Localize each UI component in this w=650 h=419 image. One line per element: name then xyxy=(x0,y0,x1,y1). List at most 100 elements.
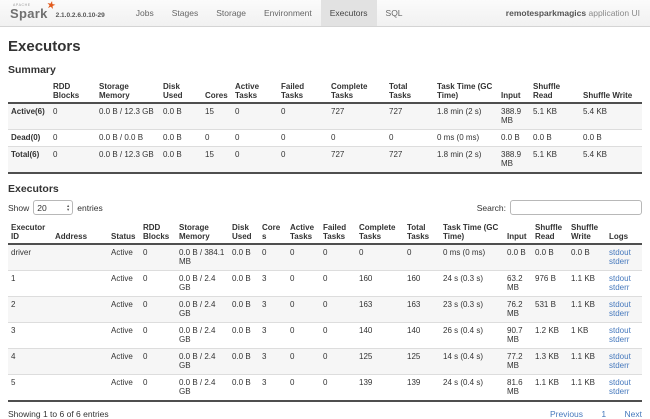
table-cell: 0 xyxy=(323,352,328,361)
apache-label: APACHE xyxy=(13,2,31,7)
stdout-link[interactable]: stdout xyxy=(609,352,631,361)
stderr-link[interactable]: stderr xyxy=(609,335,630,344)
table-cell: 388.9 MB xyxy=(501,107,522,125)
stdout-link[interactable]: stdout xyxy=(609,300,631,309)
stdout-link[interactable]: stdout xyxy=(609,248,631,257)
spark-brand[interactable]: APACHE Spark ★ 2.1.0.2.6.0.10-29 xyxy=(0,0,111,26)
stderr-link[interactable]: stderr xyxy=(609,361,630,370)
search-input[interactable] xyxy=(510,200,642,215)
table-cell: 2 xyxy=(11,300,16,309)
column-header: Task Time (GC Time) xyxy=(440,221,504,245)
table-cell: 0.0 B xyxy=(507,248,526,257)
stderr-link[interactable]: stderr xyxy=(609,257,630,266)
column-header: Shuffle Write xyxy=(580,80,642,104)
page-length-value: 20 xyxy=(37,202,47,213)
executors-heading: Executors xyxy=(8,183,59,195)
column-header: Disk Used xyxy=(229,221,259,245)
table-cell: 0.0 B xyxy=(232,274,251,283)
spark-star-icon: ★ xyxy=(46,0,57,11)
table-cell: 0 xyxy=(53,133,58,142)
table-cell: 0 xyxy=(281,133,286,142)
table-cell: Active xyxy=(111,378,133,387)
column-header: Active Tasks xyxy=(232,80,278,104)
tab-sql[interactable]: SQL xyxy=(385,8,403,18)
search-control: Search: xyxy=(477,200,642,215)
select-arrows-icon: ▴ ▾ xyxy=(67,203,69,212)
table-cell xyxy=(52,349,108,375)
stdout-link[interactable]: stdout xyxy=(609,378,631,387)
column-header: Task Time (GC Time) xyxy=(434,80,498,104)
column-header: Cores xyxy=(259,221,287,245)
show-label: Show xyxy=(8,202,30,213)
table-cell: 0.0 B xyxy=(535,248,554,257)
table-cell: 0.0 B / 2.4 GB xyxy=(179,300,216,318)
stdout-link[interactable]: stdout xyxy=(609,274,631,283)
table-cell: 1.1 KB xyxy=(571,274,596,283)
stderr-link[interactable]: stderr xyxy=(609,283,630,292)
page-length-select[interactable]: 20 ▴ ▾ xyxy=(33,200,74,215)
table-cell: 0 xyxy=(235,150,240,159)
tab-stages[interactable]: Stages xyxy=(171,8,199,18)
table-cell: driver xyxy=(11,248,32,257)
table-cell: 1.1 KB xyxy=(571,300,596,309)
table-cell: 1.3 KB xyxy=(535,352,560,361)
table-cell: 1 KB xyxy=(571,326,589,335)
table-cell: 0 xyxy=(323,248,328,257)
table-cell: 1.1 KB xyxy=(571,352,596,361)
tab-environment[interactable]: Environment xyxy=(264,8,312,18)
stderr-link[interactable]: stderr xyxy=(609,309,630,318)
table-cell: 3 xyxy=(262,300,267,309)
column-header: Shuffle Write xyxy=(568,221,606,245)
table-cell: 0 xyxy=(290,352,295,361)
spark-logo-text: Spark xyxy=(10,5,48,21)
table-cell: 163 xyxy=(359,300,373,309)
logs-cell: stdout stderr xyxy=(606,323,642,349)
table-cell: 0 xyxy=(281,107,286,116)
table-cell: 81.6 MB xyxy=(507,378,523,396)
table-cell: 0.0 B xyxy=(232,378,251,387)
table-cell: 5.1 KB xyxy=(533,107,558,116)
table-cell: 0 xyxy=(143,326,148,335)
column-header: Total Tasks xyxy=(404,221,440,245)
column-header: Failed Tasks xyxy=(278,80,328,104)
table-cell: 0.0 B xyxy=(163,150,182,159)
stderr-link[interactable]: stderr xyxy=(609,387,630,396)
tab-jobs[interactable]: Jobs xyxy=(135,8,154,18)
table-cell: 0 xyxy=(359,248,364,257)
page-number-button[interactable]: 1 xyxy=(601,409,607,419)
table-cell: 160 xyxy=(359,274,373,283)
column-header: Shuffle Read xyxy=(530,80,580,104)
logs-cell: stdout stderr xyxy=(606,271,642,297)
application-name: remotesparkmagics xyxy=(505,8,587,18)
next-page-button[interactable]: Next xyxy=(624,409,642,419)
entries-label: entries xyxy=(77,202,103,213)
column-header: Complete Tasks xyxy=(356,221,404,245)
table-cell: 0 xyxy=(323,300,328,309)
table-cell: 1.8 min (2 s) xyxy=(437,107,482,116)
table-cell: 0 xyxy=(143,248,148,257)
table-cell: 26 s (0.4 s) xyxy=(443,326,484,335)
tab-executors[interactable]: Executors xyxy=(320,0,377,26)
column-header: Input xyxy=(504,221,532,245)
column-header: Total Tasks xyxy=(386,80,434,104)
table-cell: 125 xyxy=(359,352,373,361)
table-cell: Total(6) xyxy=(11,150,40,159)
table-cell: 160 xyxy=(407,274,421,283)
table-footer: Showing 1 to 6 of 6 entries Previous 1 N… xyxy=(8,409,642,419)
table-cell: 0.0 B / 2.4 GB xyxy=(179,352,216,370)
summary-header-row: RDD Blocks Storage Memory Disk Used Cores Ac… xyxy=(8,80,642,104)
table-cell: 388.9 MB xyxy=(501,150,522,168)
table-cell: 0 xyxy=(143,274,148,283)
table-cell: 4 xyxy=(11,352,16,361)
previous-page-button[interactable]: Previous xyxy=(549,409,584,419)
stdout-link[interactable]: stdout xyxy=(609,326,631,335)
search-label: Search: xyxy=(476,202,506,213)
table-cell: 0.0 B xyxy=(163,133,182,142)
table-cell: Active xyxy=(111,326,133,335)
spark-version: 2.1.0.2.6.0.10-29 xyxy=(55,11,105,19)
column-header: Storage Memory xyxy=(176,221,229,245)
tab-storage[interactable]: Storage xyxy=(216,8,247,18)
table-row: 5 Active 0 0.0 B / 2.4 GB 0.0 B 3 0 0 139 139 24 s… xyxy=(8,374,642,402)
table-cell: 5.4 KB xyxy=(583,107,608,116)
table-cell: 5 xyxy=(11,378,16,387)
